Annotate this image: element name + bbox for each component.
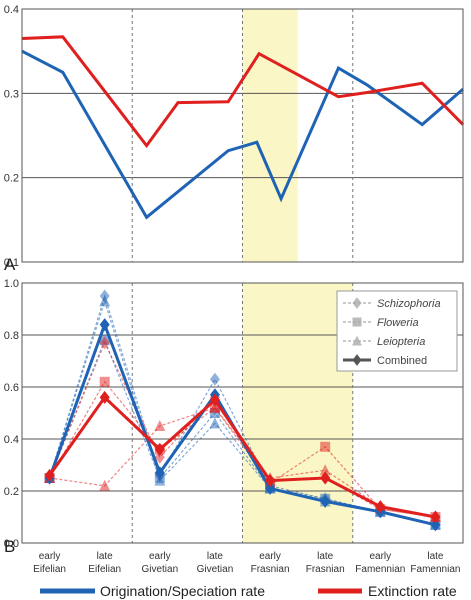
data-point: [320, 441, 331, 452]
panel-b-series: [44, 289, 441, 532]
series-line: [49, 380, 436, 518]
y-tick-label: 0.4: [4, 434, 19, 446]
data-point: [209, 393, 220, 407]
x-tick-label: Givetian: [197, 564, 234, 575]
panel-b-category-labels: early Eifelian late Eifelian early Givetian la…: [33, 551, 460, 575]
frasnian-highlight-a: [242, 9, 298, 262]
x-tick-label: Frasnian: [306, 564, 345, 575]
bottom-legend: Origination/Speciation rate Extinction ra…: [40, 583, 457, 599]
y-tick-label: 0.0: [4, 538, 19, 550]
data-point: [265, 481, 276, 495]
data-point: [265, 474, 276, 488]
y-tick-label: 0.1: [4, 257, 19, 269]
panel-a-y-ticks: 0.1 0.2 0.3 0.4: [4, 4, 19, 269]
panel-b-legend: Schizophoria Floweria Leiopteria Combined: [336, 290, 458, 372]
bottom-legend-label: Extinction rate: [368, 583, 457, 599]
data-point: [99, 295, 111, 307]
series-line: [48, 395, 436, 519]
legend-marker: [352, 354, 362, 366]
data-point: [430, 510, 441, 524]
data-point: [430, 518, 441, 532]
y-tick-label: 0.3: [4, 88, 19, 100]
legend-label: Combined: [377, 355, 427, 367]
data-point: [99, 318, 110, 332]
extinction-line: [21, 35, 465, 149]
data-point: [320, 494, 331, 508]
data-point: [154, 442, 165, 456]
data-point: [99, 390, 110, 404]
panel-b-frame: [21, 282, 464, 544]
data-point: [209, 372, 220, 386]
panel-b: 0.0 0.2 0.4 0.6 0.8 1.0 early Eifelian late Eife…: [4, 278, 464, 575]
legend-marker: [352, 297, 362, 309]
x-tick-label: early: [39, 551, 61, 562]
y-tick-label: 0.2: [4, 173, 19, 185]
x-tick-label: late: [427, 551, 444, 562]
data-point: [209, 417, 221, 429]
data-point: [320, 471, 331, 485]
legend-label: Schizophoria: [377, 298, 441, 310]
data-point: [319, 464, 331, 476]
y-tick-label: 0.6: [4, 382, 19, 394]
legend-marker: [352, 317, 362, 327]
panel-a: 0.1 0.2 0.3 0.4 A: [4, 4, 465, 274]
data-point: [154, 420, 166, 431]
x-tick-label: late: [97, 551, 114, 562]
panel-a-series: [21, 35, 465, 220]
x-tick-label: early: [259, 551, 281, 562]
x-tick-label: early: [369, 551, 391, 562]
data-point: [154, 466, 165, 480]
origination-line: [21, 49, 464, 220]
data-point: [99, 336, 110, 350]
extinction-combined-series: [44, 390, 441, 524]
panel-label-a: A: [4, 255, 16, 274]
y-tick-label: 1.0: [4, 278, 19, 290]
x-tick-label: Eifelian: [33, 564, 66, 575]
panel-b-y-ticks: 0.0 0.2 0.4 0.6 0.8 1.0: [4, 278, 19, 550]
x-tick-label: Givetian: [141, 564, 178, 575]
data-point: [209, 408, 220, 418]
x-tick-label: Frasnian: [251, 564, 290, 575]
legend-label: Leiopteria: [377, 336, 425, 348]
y-tick-label: 0.4: [4, 4, 19, 16]
x-tick-label: late: [207, 551, 224, 562]
y-tick-label: 0.8: [4, 330, 19, 342]
frasnian-highlight-b: [242, 283, 353, 543]
data-point: [375, 500, 386, 514]
panel-a-dividers: [131, 9, 354, 262]
panel-label-b: B: [4, 537, 15, 556]
data-point: [44, 468, 55, 482]
y-tick-label: 0.2: [4, 486, 19, 498]
x-tick-label: Famennian: [355, 564, 405, 575]
bottom-legend-label: Origination/Speciation rate: [100, 583, 265, 599]
panel-a-frame: [21, 8, 464, 263]
legend-label: Floweria: [377, 317, 419, 329]
data-point: [99, 376, 110, 387]
legend-marker: [352, 335, 362, 346]
x-tick-label: late: [317, 551, 334, 562]
data-point: [154, 474, 166, 486]
x-tick-label: early: [149, 551, 171, 562]
x-tick-label: Eifelian: [88, 564, 121, 575]
data-point: [209, 401, 221, 413]
x-tick-label: Famennian: [410, 564, 460, 575]
series-line: [49, 341, 436, 518]
data-point: [99, 479, 111, 491]
